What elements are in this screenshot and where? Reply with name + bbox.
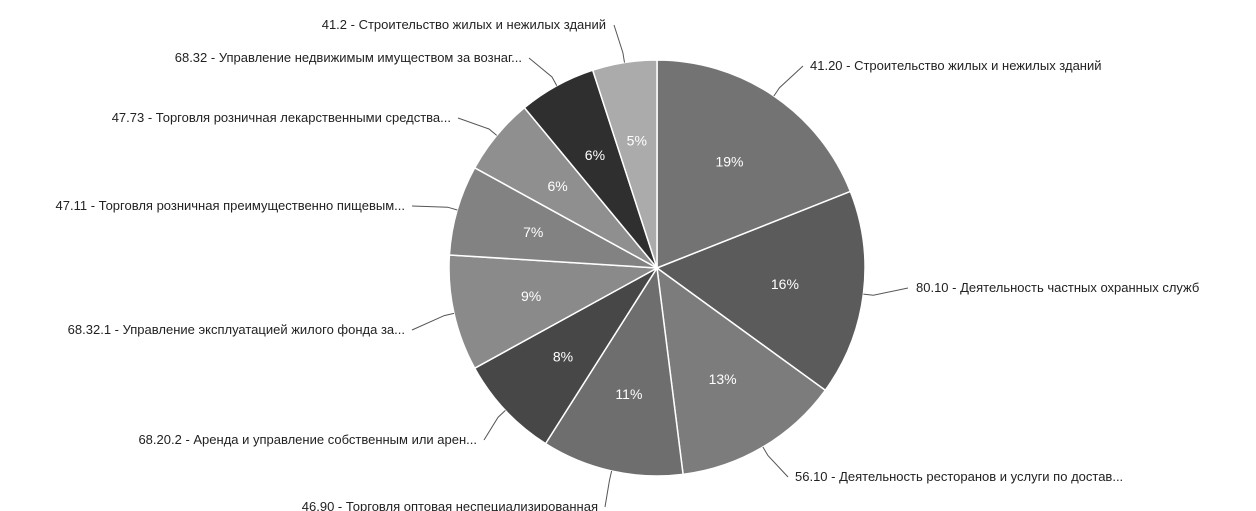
slice-category-label: 68.32 - Управление недвижимым имуществом… xyxy=(175,50,522,65)
slice-percent-label: 7% xyxy=(523,224,543,240)
slice-percent-label: 11% xyxy=(615,386,642,402)
slice-percent-label: 5% xyxy=(627,133,647,149)
slice-percent-label: 6% xyxy=(585,147,605,163)
leader-line xyxy=(773,65,804,97)
leader-line xyxy=(528,57,558,86)
slice-category-label: 68.20.2 - Аренда и управление собственны… xyxy=(138,432,477,447)
leader-line xyxy=(863,287,909,296)
pie-slice xyxy=(448,254,660,370)
leader-lines xyxy=(411,24,909,508)
leader-line xyxy=(457,117,498,136)
pie-slice xyxy=(655,190,866,392)
pie-slice xyxy=(656,59,852,270)
category-labels: 41.20 - Строительство жилых и нежилых зд… xyxy=(56,17,1200,511)
slice-percent-label: 9% xyxy=(521,288,541,304)
slice-category-label: 46.90 - Торговля оптовая неспециализиров… xyxy=(302,499,598,511)
pie-slice xyxy=(544,265,684,477)
leader-line xyxy=(411,312,455,331)
leader-line xyxy=(411,205,458,211)
slice-category-label: 41.2 - Строительство жилых и нежилых зда… xyxy=(322,17,606,32)
slice-percent-label: 8% xyxy=(553,348,573,364)
slice-category-label: 47.73 - Торговля розничная лекарственным… xyxy=(112,110,451,125)
pie-slices xyxy=(448,59,866,477)
leader-line xyxy=(604,470,613,508)
slice-percent-label: 6% xyxy=(547,178,567,194)
slice-category-label: 56.10 - Деятельность ресторанов и услуги… xyxy=(795,469,1123,484)
pie-slice xyxy=(473,267,658,445)
percentage-labels: 19% 16% 13% 11% 8% 9% 7% 6% 6% 5% xyxy=(521,133,799,402)
slice-percent-label: 19% xyxy=(715,153,743,169)
leader-line xyxy=(613,24,625,63)
pie-slice xyxy=(656,266,827,476)
slice-category-label: 41.20 - Строительство жилых и нежилых зд… xyxy=(810,58,1102,73)
leader-line xyxy=(762,446,789,478)
slice-category-label: 47.11 - Торговля розничная преимуществен… xyxy=(56,198,405,213)
leader-line xyxy=(483,410,506,441)
slice-percent-label: 13% xyxy=(709,371,737,387)
slice-percent-label: 16% xyxy=(771,276,799,292)
slice-category-label: 80.10 - Деятельность частных охранных сл… xyxy=(916,280,1199,295)
slice-category-label: 68.32.1 - Управление эксплуатацией жилог… xyxy=(68,322,405,337)
